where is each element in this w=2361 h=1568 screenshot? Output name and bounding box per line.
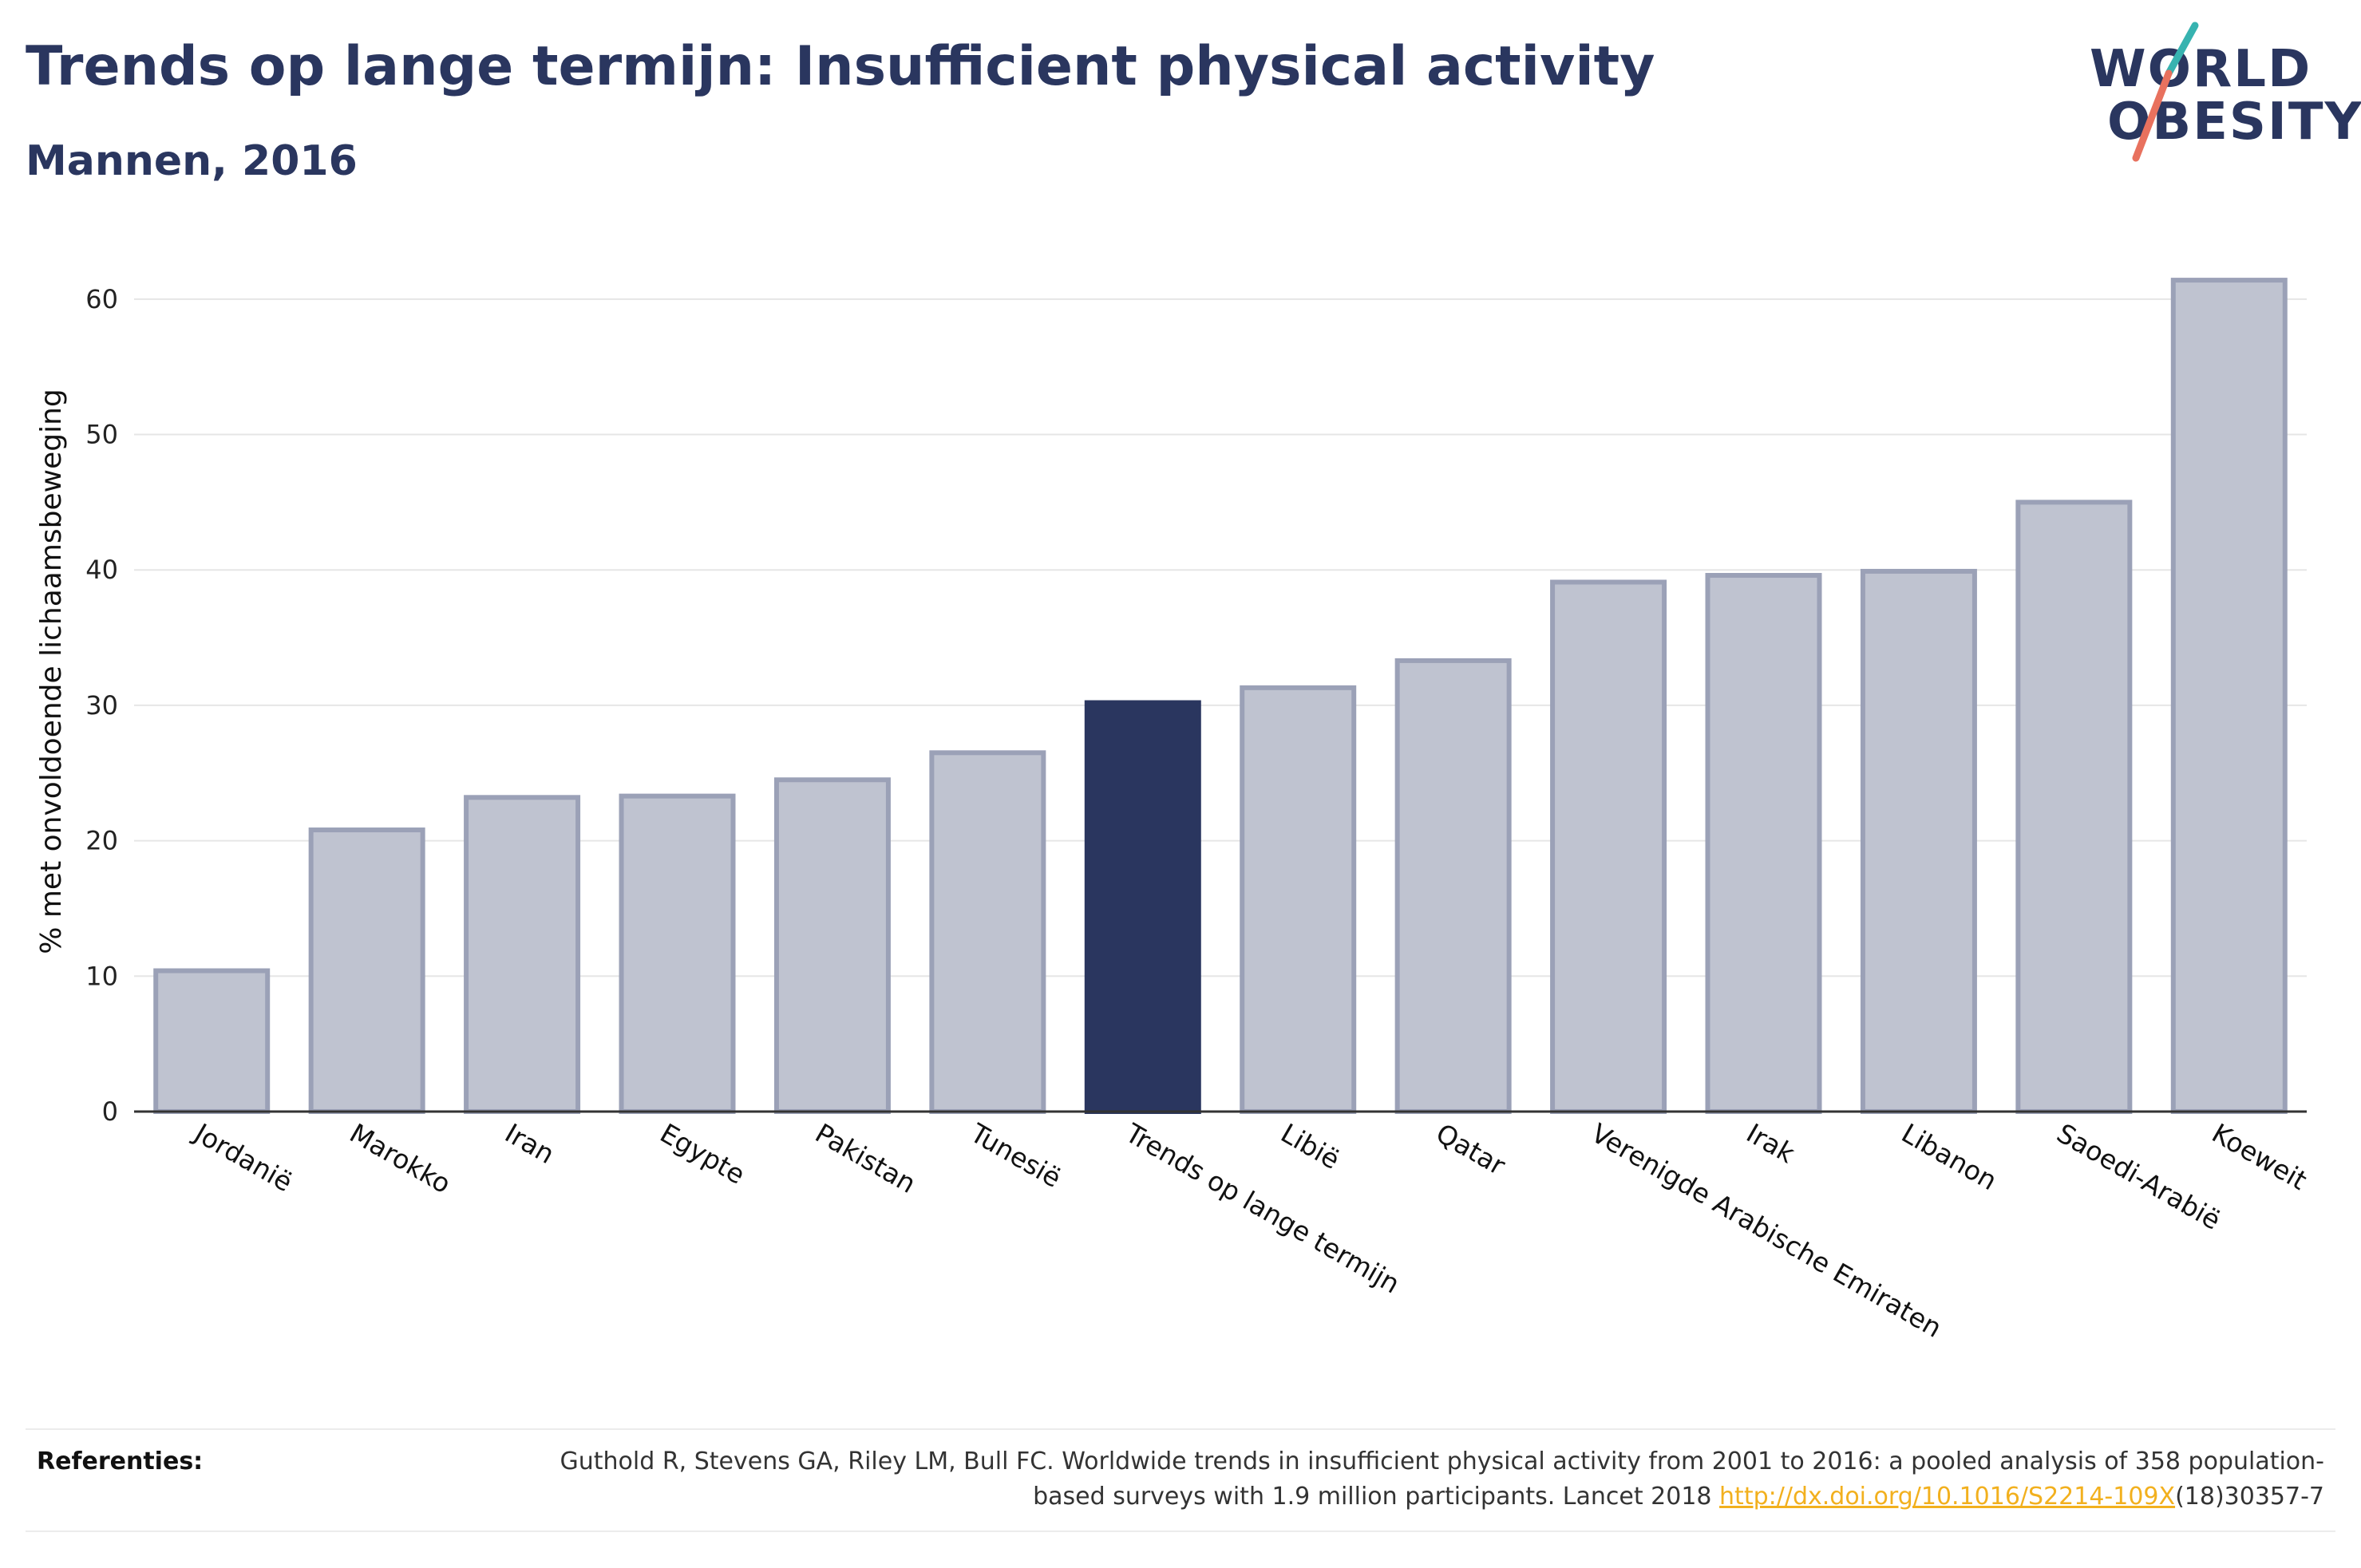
y-tick-label: 0 — [102, 1096, 118, 1127]
bar — [2015, 500, 2133, 1114]
y-tick-label: 10 — [85, 961, 118, 991]
logo-slash-icon — [2132, 22, 2199, 162]
x-tick-label: Koeweit — [2207, 1117, 2312, 1196]
bar — [773, 777, 891, 1114]
x-tick-label: Irak — [1742, 1117, 1801, 1170]
x-tick-label: Trends op lange termijn — [1120, 1117, 1406, 1300]
logo-word-world: WORLD — [2090, 40, 2312, 99]
y-tick-label: 60 — [85, 284, 118, 314]
bar — [929, 750, 1046, 1114]
x-tick-label: Marokko — [345, 1117, 457, 1199]
references-label: Referenties: — [37, 1448, 204, 1475]
y-tick-label: 20 — [85, 826, 118, 856]
y-tick-label: 30 — [85, 690, 118, 721]
x-tick-label: Tunesië — [964, 1117, 1066, 1194]
bar — [619, 793, 736, 1115]
x-tick-label: Iran — [500, 1117, 560, 1170]
x-tick-label: Jordanië — [188, 1116, 298, 1198]
x-tick-label: Saoedi-Arabië — [2051, 1117, 2225, 1236]
y-tick-label: 50 — [85, 420, 118, 450]
x-tick-label: Libië — [1275, 1117, 1345, 1175]
reference-doi-link[interactable]: http://dx.doi.org/10.1016/S2214-109X — [1719, 1483, 2176, 1511]
chart-subtitle: Mannen, 2016 — [26, 137, 358, 185]
chart-title: Trends op lange termijn: Insufficient ph… — [26, 35, 1655, 98]
y-axis-label: % met onvoldoende lichaamsbeweging — [35, 389, 68, 954]
bar — [1394, 658, 1512, 1114]
world-obesity-logo: WORLD OBESITY — [2075, 16, 2361, 176]
bar — [1860, 568, 1977, 1115]
bar — [1705, 573, 1822, 1115]
bar-chart: 0 10 20 30 40 50 60 Jordanië Marokko Iran Egypte Pa… — [35, 278, 2312, 1344]
reference-citation-tail: (18)30357-7 — [2175, 1483, 2324, 1511]
bar — [308, 827, 425, 1114]
bar — [2170, 278, 2288, 1114]
references-text: Guthold R, Stevens GA, Riley LM, Bull FC… — [528, 1444, 2324, 1515]
bar-highlight — [1084, 700, 1201, 1114]
bar — [1550, 579, 1667, 1115]
y-tick-label: 40 — [85, 555, 118, 585]
bar — [464, 795, 581, 1114]
bar — [1240, 685, 1357, 1114]
references-section: Referenties: Guthold R, Stevens GA, Rile… — [26, 1428, 2335, 1532]
reference-citation: Guthold R, Stevens GA, Riley LM, Bull FC… — [560, 1448, 2324, 1511]
x-tick-label: Egypte — [655, 1117, 751, 1191]
bar — [153, 968, 271, 1115]
x-tick-label: Pakistan — [810, 1117, 921, 1199]
x-tick-label: Qatar — [1431, 1117, 1511, 1181]
x-tick-label: Libanon — [1896, 1117, 2003, 1196]
